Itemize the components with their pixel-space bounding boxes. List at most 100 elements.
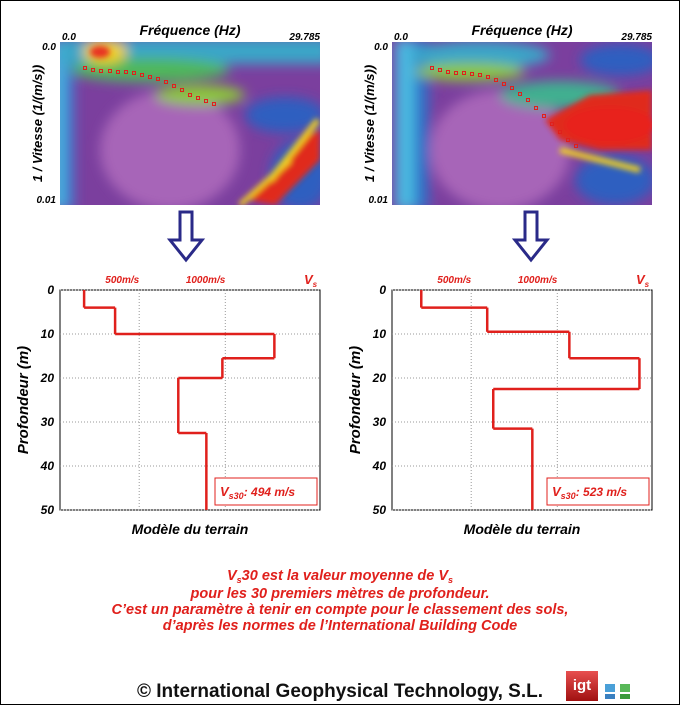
note: Vs30 est la valeur moyenne de Vs pour le… bbox=[112, 568, 569, 634]
picked-point bbox=[124, 70, 128, 74]
annotation: Vs30: 523 m/s bbox=[552, 484, 627, 501]
note-line: Vs30 est la valeur moyenne de Vs bbox=[227, 568, 453, 585]
annotation-box bbox=[214, 477, 318, 506]
picked-point bbox=[566, 138, 570, 142]
picked-point bbox=[446, 70, 450, 74]
picked-point bbox=[83, 66, 87, 70]
note-line: pour les 30 premiers mètres de profondeu… bbox=[190, 586, 490, 602]
badges bbox=[605, 684, 630, 699]
picked-point bbox=[156, 77, 160, 81]
annotation-sub: s30 bbox=[561, 491, 576, 501]
picked-point bbox=[180, 88, 184, 92]
note-line: d’après les normes de l’International Bu… bbox=[163, 618, 518, 634]
picked-point bbox=[430, 66, 434, 70]
picked-point bbox=[510, 86, 514, 90]
annotation-sub: s30 bbox=[229, 491, 244, 501]
picked-point bbox=[212, 102, 216, 106]
picked-point bbox=[574, 144, 578, 148]
picked-point bbox=[438, 68, 442, 72]
y-axis-label: Profondeur (m) bbox=[15, 346, 32, 454]
panel-title: Fréquence (Hz) bbox=[471, 22, 572, 38]
y-tick-label: 0 bbox=[47, 283, 54, 297]
picked-point bbox=[502, 82, 506, 86]
picked-point bbox=[470, 72, 474, 76]
picked-point bbox=[148, 75, 152, 79]
picked-point bbox=[116, 70, 120, 74]
picked-point bbox=[188, 93, 192, 97]
x-axis-label: Vs bbox=[636, 272, 650, 289]
picked-point bbox=[196, 96, 200, 100]
picked-point bbox=[164, 80, 168, 84]
annotation-box bbox=[546, 477, 650, 506]
picked-point bbox=[204, 99, 208, 103]
arrow bbox=[511, 210, 551, 263]
y-end-label: 0.01 bbox=[37, 195, 57, 206]
y-tick-label: 20 bbox=[40, 371, 55, 385]
dispersion-image bbox=[60, 42, 320, 205]
y-axis-label: 1 / Vitesse (1/(m/s)) bbox=[362, 65, 377, 182]
footer: © International Geophysical Technology, … bbox=[137, 681, 543, 702]
annotation: Vs30: 494 m/s bbox=[220, 484, 295, 501]
picked-point bbox=[526, 98, 530, 102]
note-line: C’est un paramètre à tenir en compte pou… bbox=[112, 602, 569, 618]
caption: Modèle du terrain bbox=[132, 521, 249, 537]
x-axis-label-main: V bbox=[636, 272, 646, 287]
y-tick-label: 10 bbox=[373, 327, 387, 341]
x-tick-label: 1000m/s bbox=[518, 275, 558, 286]
annotation-main: V bbox=[220, 484, 230, 499]
caption: Modèle du terrain bbox=[464, 521, 581, 537]
y-tick-label: 50 bbox=[41, 503, 55, 517]
arrow bbox=[166, 210, 206, 263]
y-start-label: 0.0 bbox=[42, 42, 56, 53]
x-axis-label-sub: s bbox=[645, 280, 650, 289]
y-tick-label: 10 bbox=[41, 327, 55, 341]
annotation-text: : 494 m/s bbox=[244, 485, 296, 499]
plot-area bbox=[391, 289, 653, 511]
x-tick-label: 500m/s bbox=[105, 275, 139, 286]
y-end-label: 0.01 bbox=[369, 195, 389, 206]
plot-area bbox=[59, 289, 321, 511]
picked-point bbox=[132, 71, 136, 75]
x-axis-label: Vs bbox=[304, 272, 318, 289]
x-start-label: 0.0 bbox=[394, 32, 408, 43]
picked-point bbox=[91, 68, 95, 72]
x-axis-label-sub: s bbox=[313, 280, 318, 289]
picked-point bbox=[478, 73, 482, 77]
picked-point bbox=[486, 75, 490, 79]
annotation-text: : 523 m/s bbox=[576, 485, 628, 499]
y-tick-label: 40 bbox=[372, 459, 387, 473]
x-end-label: 29.785 bbox=[620, 32, 652, 43]
picked-point bbox=[534, 106, 538, 110]
annotation-main: V bbox=[552, 484, 562, 499]
logo: igt bbox=[573, 677, 591, 694]
picked-point bbox=[99, 69, 103, 73]
picked-point bbox=[172, 84, 176, 88]
picked-point bbox=[454, 71, 458, 75]
picked-point bbox=[108, 69, 112, 73]
logo-box bbox=[566, 671, 598, 701]
y-tick-label: 30 bbox=[373, 415, 387, 429]
y-tick-label: 0 bbox=[379, 283, 386, 297]
picked-point bbox=[462, 71, 466, 75]
picked-point bbox=[494, 78, 498, 82]
y-tick-label: 20 bbox=[372, 371, 387, 385]
picked-point bbox=[550, 122, 554, 126]
x-tick-label: 1000m/s bbox=[186, 275, 226, 286]
picked-point bbox=[518, 92, 522, 96]
y-axis-label: 1 / Vitesse (1/(m/s)) bbox=[30, 65, 45, 182]
dispersion-image bbox=[392, 42, 652, 205]
panel-title: Fréquence (Hz) bbox=[139, 22, 240, 38]
x-end-label: 29.785 bbox=[288, 32, 320, 43]
picked-point bbox=[140, 73, 144, 77]
y-tick-label: 50 bbox=[373, 503, 387, 517]
picked-point bbox=[542, 114, 546, 118]
y-axis-label: Profondeur (m) bbox=[347, 346, 364, 454]
y-start-label: 0.0 bbox=[374, 42, 388, 53]
x-start-label: 0.0 bbox=[62, 32, 76, 43]
x-tick-label: 500m/s bbox=[437, 275, 471, 286]
x-axis-label-main: V bbox=[304, 272, 314, 287]
picked-point bbox=[558, 130, 562, 134]
y-tick-label: 30 bbox=[41, 415, 55, 429]
y-tick-label: 40 bbox=[40, 459, 55, 473]
